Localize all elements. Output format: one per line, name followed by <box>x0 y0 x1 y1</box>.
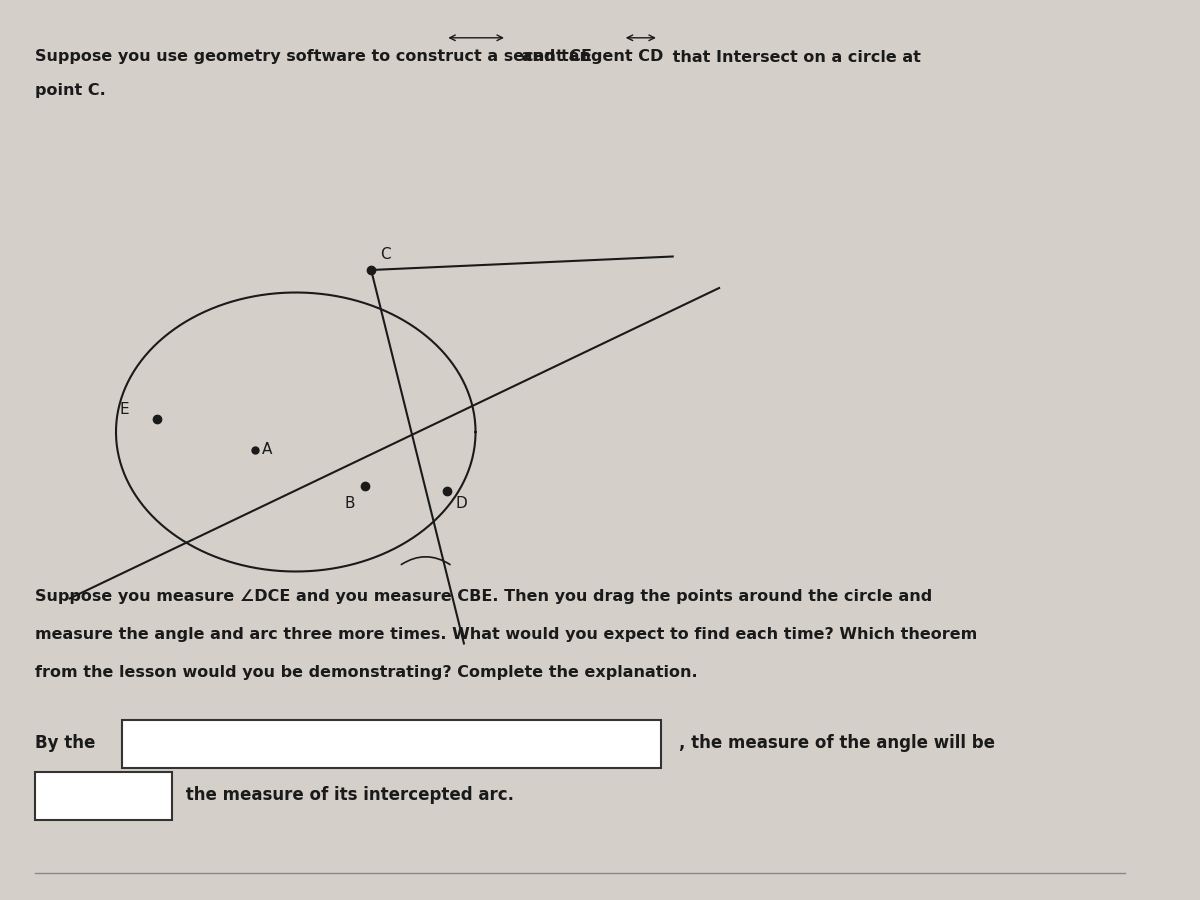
Text: ∨: ∨ <box>151 788 162 802</box>
Text: B: B <box>344 497 355 511</box>
Text: Suppose you measure ∠DCE and you measure CBE. Then you drag the points around th: Suppose you measure ∠DCE and you measure… <box>35 590 932 605</box>
Text: measure the angle and arc three more times. What would you expect to find each t: measure the angle and arc three more tim… <box>35 627 977 643</box>
Text: from the lesson would you be demonstrating? Complete the explanation.: from the lesson would you be demonstrati… <box>35 665 697 680</box>
Text: By the: By the <box>35 734 101 752</box>
FancyBboxPatch shape <box>121 720 661 768</box>
Text: the measure of its intercepted arc.: the measure of its intercepted arc. <box>180 786 514 804</box>
Text: E: E <box>120 402 130 417</box>
Text: (select): (select) <box>44 788 102 802</box>
Text: , the measure of the angle will be: , the measure of the angle will be <box>678 734 995 752</box>
Text: point C.: point C. <box>35 83 106 98</box>
Text: C: C <box>380 248 391 262</box>
Text: that Intersect on a circle at: that Intersect on a circle at <box>667 50 920 65</box>
Text: and tangent CD: and tangent CD <box>516 50 664 65</box>
Text: (select): (select) <box>133 735 191 750</box>
Text: Suppose you use geometry software to construct a secant CE: Suppose you use geometry software to con… <box>35 50 592 65</box>
Text: ∨: ∨ <box>642 735 653 750</box>
Text: A: A <box>262 443 272 457</box>
Text: D: D <box>456 497 468 511</box>
FancyBboxPatch shape <box>35 772 172 820</box>
